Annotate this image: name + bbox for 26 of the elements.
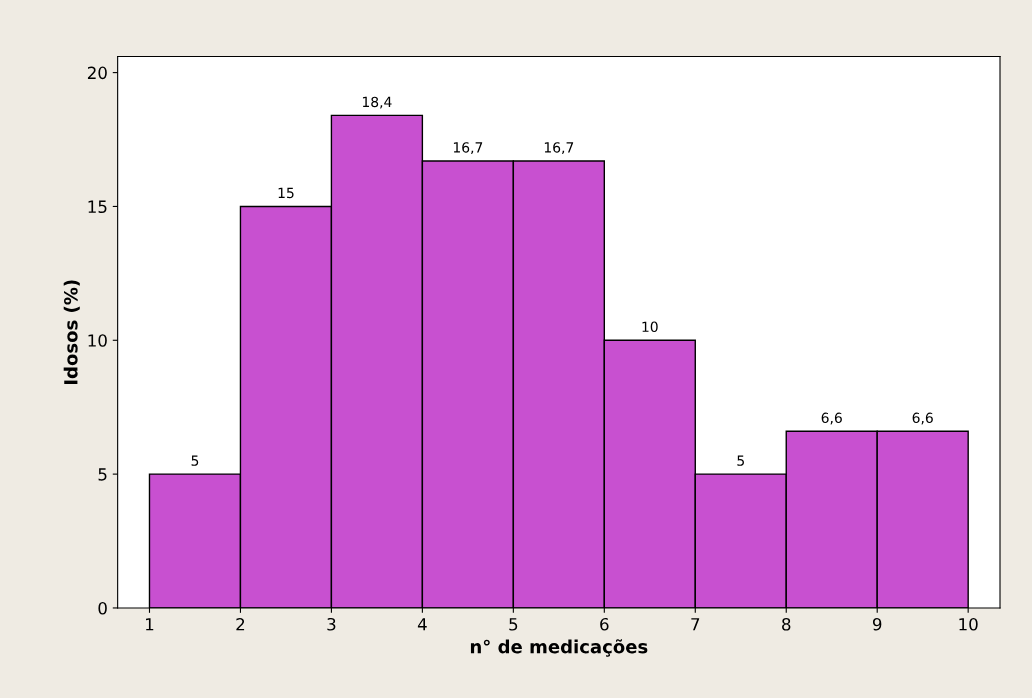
y-tick-label: 15 [88, 200, 107, 214]
data-label: 16,7 [453, 142, 483, 155]
y-axis-title: Idosos (%) [63, 280, 80, 384]
x-tick-label: 7 [691, 618, 700, 631]
x-tick-label: 4 [417, 618, 427, 631]
data-label: 5 [191, 455, 199, 466]
data-label: 6,6 [912, 412, 933, 425]
y-tick-label: 10 [88, 334, 107, 347]
y-tick-label: 5 [98, 468, 107, 481]
x-tick-label: 8 [782, 617, 791, 631]
x-tick-label: 2 [236, 617, 245, 631]
y-tick-label: 20 [87, 66, 107, 80]
data-label: 5 [737, 455, 744, 466]
x-tick-label: 1 [146, 618, 154, 631]
data-label: 18,4 [362, 96, 392, 109]
x-tick-label: 5 [509, 618, 518, 631]
y-tick-label: 0 [98, 601, 107, 615]
data-label: 15 [278, 187, 294, 199]
x-tick-label: 3 [327, 617, 336, 631]
data-label: 10 [642, 321, 658, 333]
x-tick-label: 6 [600, 617, 609, 631]
x-axis-title: n° de medicações [470, 639, 648, 657]
x-tick-label: 10 [959, 617, 978, 631]
data-label: 6,6 [821, 412, 842, 425]
x-tick-label: 9 [872, 617, 882, 631]
data-label: 16,7 [544, 142, 574, 155]
